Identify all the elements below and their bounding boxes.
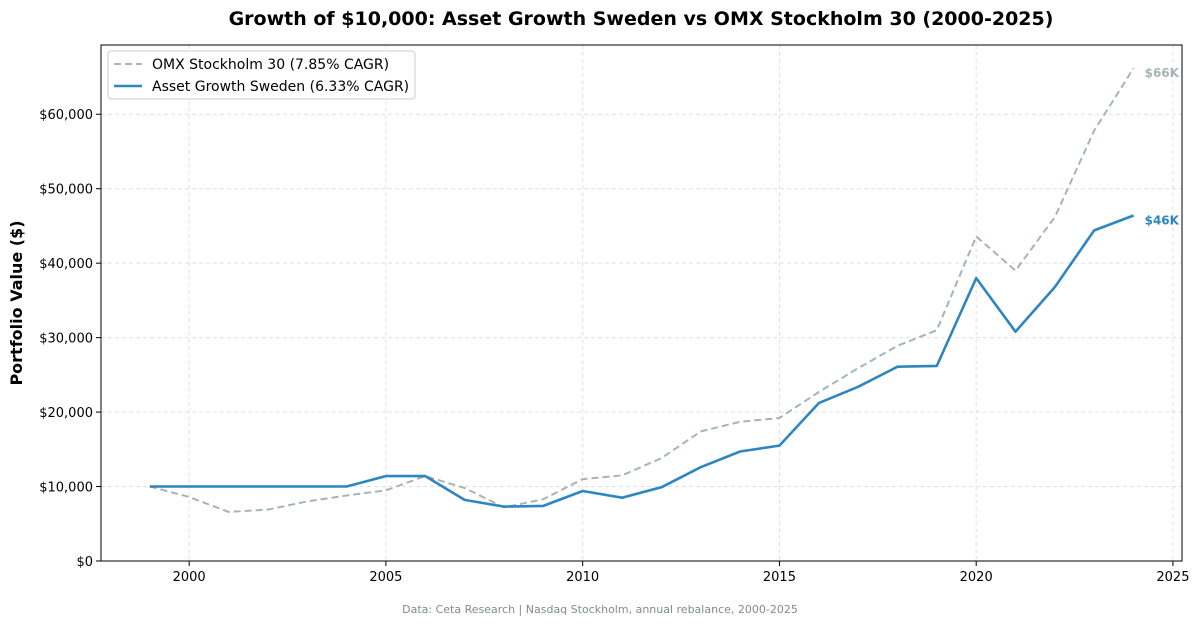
y-tick-label: $50,000 — [39, 183, 93, 198]
legend-entry: Asset Growth Sweden (6.33% CAGR) — [152, 79, 409, 95]
x-tick-label: 2005 — [369, 570, 402, 585]
y-tick-label: $60,000 — [39, 108, 93, 123]
x-tick-label: 2010 — [566, 570, 599, 585]
y-tick-label: $40,000 — [39, 257, 93, 272]
legend-entry: OMX Stockholm 30 (7.85% CAGR) — [152, 57, 389, 73]
legend-box — [107, 50, 416, 100]
series-lines: $66K $46K — [149, 66, 1180, 513]
series-line-1 — [149, 214, 1135, 508]
end-label: $66K — [1145, 66, 1180, 80]
axis-ticks: 2000 2005 2010 2015 2020 2025 $0 $10,000 $20,000… — [39, 108, 1189, 585]
x-tick-label: 2020 — [960, 570, 993, 585]
footnote: Data: Ceta Research | Nasdaq Stockholm, … — [402, 603, 798, 616]
chart-title: Growth of $10,000: Asset Growth Sweden v… — [229, 8, 1054, 30]
y-tick-label: $0 — [76, 555, 93, 570]
x-tick-label: 2025 — [1156, 570, 1189, 585]
end-label: $46K — [1145, 214, 1180, 228]
y-tick-label: $10,000 — [39, 481, 93, 496]
x-tick-label: 2000 — [173, 570, 206, 585]
series-line-0 — [149, 67, 1135, 513]
y-tick-label: $30,000 — [39, 332, 93, 347]
x-tick-label: 2015 — [763, 570, 796, 585]
plot-frame — [100, 44, 1183, 562]
grid — [101, 45, 1182, 562]
y-axis-label: Portfolio Value ($) — [7, 220, 26, 385]
legend: OMX Stockholm 30 (7.85% CAGR) Asset Growt… — [107, 50, 416, 100]
y-tick-label: $20,000 — [39, 406, 93, 421]
